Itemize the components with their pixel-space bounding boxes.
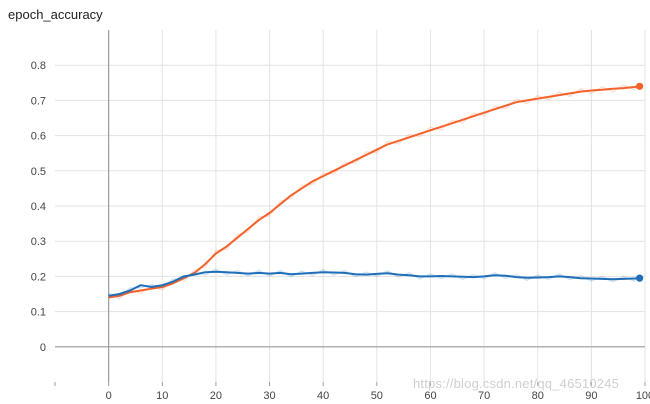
series-line (108, 270, 640, 297)
y-tick-label: 0.6 (31, 131, 46, 143)
series-end-point (636, 82, 644, 90)
x-tick-label: 80 (532, 390, 544, 402)
series-end-point (636, 274, 644, 282)
chart-title: epoch_accuracy (8, 7, 103, 22)
series-raw-trace (108, 82, 641, 300)
y-tick-label: 0 (40, 342, 46, 354)
x-tick-label: 90 (585, 390, 597, 402)
watermark: https://blog.csdn.net/qq_46510245 (413, 376, 620, 391)
series-line (108, 85, 640, 299)
y-tick-label: 0.1 (31, 307, 46, 319)
x-tick-label: 70 (478, 390, 490, 402)
y-tick-label: 0.5 (31, 166, 46, 178)
y-tick-label: 0.2 (31, 271, 46, 283)
x-tick-label: 20 (210, 390, 222, 402)
x-tick-label: 30 (263, 390, 275, 402)
y-tick-label: 0.3 (31, 236, 46, 248)
x-tick-label: 40 (317, 390, 329, 402)
x-tick-label: 50 (371, 390, 383, 402)
y-tick-label: 0.7 (31, 95, 46, 107)
x-tick-label: 100 (636, 390, 650, 402)
x-tick-label: 60 (424, 390, 436, 402)
y-tick-label: 0.4 (31, 201, 46, 213)
x-tick-label: 0 (106, 390, 112, 402)
y-tick-label: 0.8 (31, 60, 46, 72)
x-tick-label: 10 (156, 390, 168, 402)
